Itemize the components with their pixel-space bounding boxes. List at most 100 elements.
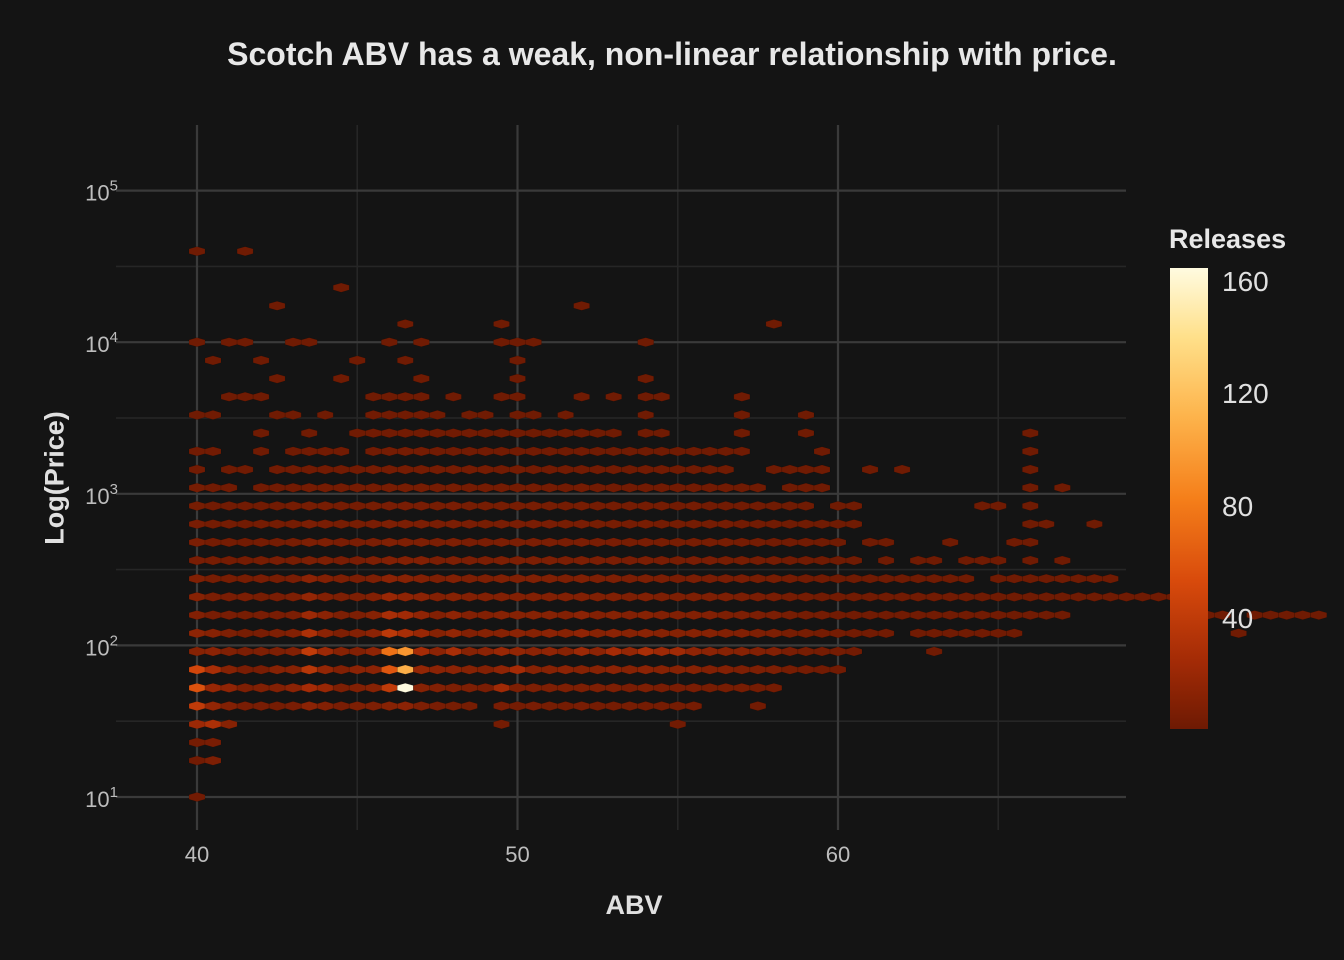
hex-bin [204, 482, 222, 493]
hex-bin [733, 500, 751, 511]
hex-bin [364, 646, 382, 657]
hex-bin [909, 628, 927, 639]
hex-bin [829, 610, 847, 621]
hex-bin [348, 628, 366, 639]
hex-bin [252, 428, 270, 439]
hex-bin [188, 464, 206, 475]
hex-bin [300, 701, 318, 712]
hex-bin [252, 519, 270, 530]
chart-title: Scotch ABV has a weak, non-linear relati… [227, 36, 1117, 72]
hex-bin [1021, 573, 1039, 584]
hex-bin [573, 664, 590, 675]
hex-bin [861, 464, 879, 475]
hex-bin [605, 664, 623, 675]
hex-bin [541, 428, 558, 439]
hex-bin [204, 628, 222, 639]
hex-bin [1102, 591, 1119, 602]
hex-bin [220, 610, 238, 621]
hex-bin [412, 391, 430, 402]
hex-bin [781, 464, 799, 475]
hex-bin [733, 555, 751, 566]
hex-bin [701, 646, 719, 657]
hex-bin [781, 610, 799, 621]
hex-bin [348, 646, 366, 657]
hex-bin [477, 446, 494, 457]
legend-tick-label-1: 80 [1222, 490, 1254, 522]
hex-bin [1134, 591, 1151, 602]
hex-bin [509, 519, 526, 530]
hex-bin [380, 646, 398, 657]
hex-bin [637, 464, 655, 475]
hex-bin [637, 537, 655, 548]
hex-bin [525, 664, 542, 675]
hex-bin [701, 537, 719, 548]
hex-bin [412, 573, 430, 584]
hex-bin [573, 482, 590, 493]
hex-bin [461, 682, 478, 693]
hex-bin [589, 573, 606, 584]
hex-bin [573, 682, 590, 693]
hex-bin [621, 610, 639, 621]
hex-bin [749, 664, 767, 675]
hex-bin [589, 482, 606, 493]
hex-bin [461, 610, 478, 621]
hex-bin [733, 664, 751, 675]
hex-bin [445, 573, 462, 584]
hex-bin [525, 610, 542, 621]
hex-bin [653, 391, 671, 402]
hex-bin [364, 591, 382, 602]
hex-bin [797, 537, 815, 548]
hex-bin [204, 701, 222, 712]
hex-bin [925, 573, 943, 584]
hex-bin [236, 573, 254, 584]
hex-bin [236, 337, 254, 348]
hex-bin [380, 701, 398, 712]
hex-bin [733, 428, 751, 439]
hex-bin [621, 628, 639, 639]
hex-bin [509, 646, 526, 657]
hex-bin [204, 409, 222, 420]
hex-bin [220, 555, 238, 566]
hex-bin [348, 464, 366, 475]
hex-bin [204, 664, 222, 675]
hex-bin [669, 591, 687, 602]
hex-bin [589, 446, 606, 457]
hex-bin [316, 409, 334, 420]
hex-bin [605, 591, 623, 602]
hex-bin [316, 628, 334, 639]
hex-bin [589, 428, 606, 439]
hex-bin [749, 519, 767, 530]
hex-bin [685, 537, 703, 548]
hex-bin [380, 682, 398, 693]
hex-bin [509, 591, 526, 602]
hex-bin [781, 591, 799, 602]
hex-bin [525, 628, 542, 639]
hex-bin [429, 537, 446, 548]
hex-bin [1150, 591, 1167, 602]
hex-bin [316, 591, 334, 602]
hex-bin [284, 409, 302, 420]
hex-bin [493, 682, 510, 693]
hex-bin [621, 500, 639, 511]
hex-bin [364, 682, 382, 693]
hex-bin [813, 519, 831, 530]
hex-bin [717, 682, 735, 693]
hex-bin [557, 664, 574, 675]
hex-bin [509, 628, 526, 639]
hex-bin [316, 610, 334, 621]
hex-bin [380, 482, 398, 493]
hex-bin [557, 482, 574, 493]
hex-bin [332, 646, 350, 657]
hex-bin [909, 610, 927, 621]
hex-bin [477, 591, 494, 602]
hex-bin [541, 464, 558, 475]
hex-bin [300, 610, 318, 621]
hex-bin [412, 682, 430, 693]
hex-bin [396, 701, 414, 712]
hex-bin [348, 610, 366, 621]
hex-bin [621, 664, 639, 675]
hex-bin [188, 755, 206, 766]
hex-bin [429, 409, 446, 420]
hex-bin [941, 610, 959, 621]
hex-bin [396, 537, 414, 548]
